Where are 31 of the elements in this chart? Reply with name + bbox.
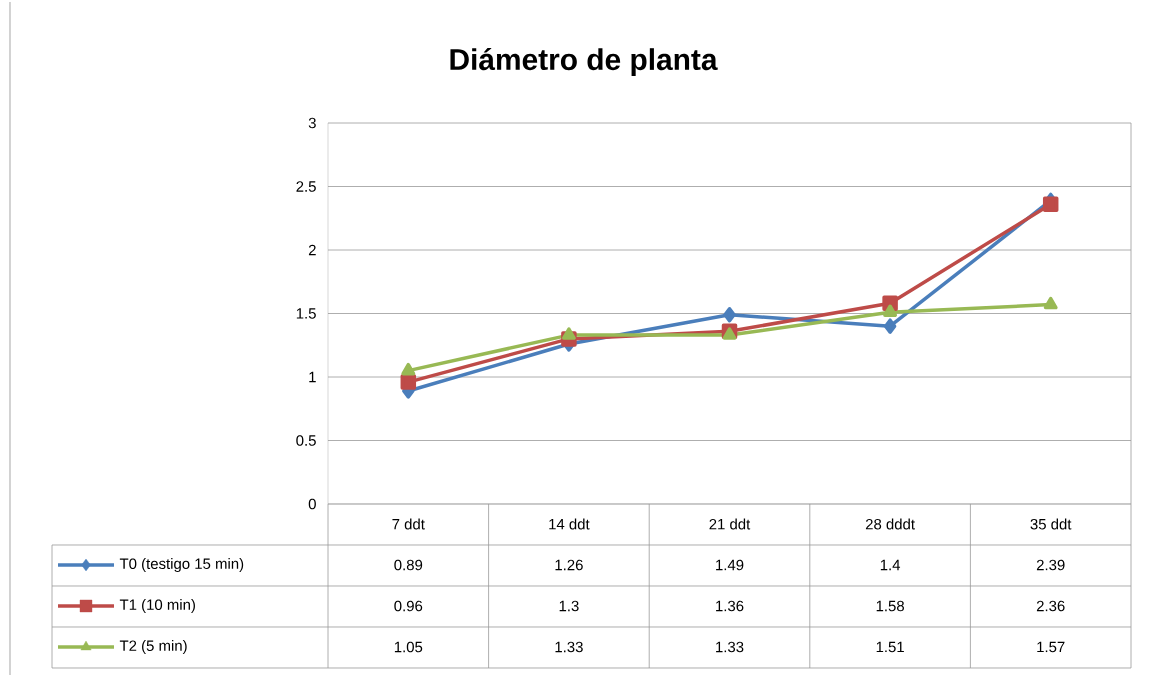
data-label: 0.89: [394, 559, 423, 571]
data-label: 1.51: [876, 641, 904, 653]
data-label: 1.33: [716, 641, 744, 653]
data-label: 1.4: [880, 559, 901, 571]
data-label: 0.96: [394, 600, 423, 612]
y-tick-label: 2: [308, 244, 316, 256]
x-tick-label: 35 ddt: [1030, 518, 1072, 530]
data-label: 1.58: [876, 600, 904, 612]
data-label: 2.39: [1036, 559, 1065, 571]
data-label: 1.49: [716, 559, 744, 571]
data-label: 2.36: [1036, 600, 1065, 612]
x-tick-label: 21 ddt: [709, 518, 751, 530]
data-label: 1.36: [716, 600, 744, 612]
data-label: 1.57: [1037, 641, 1065, 653]
y-tick-label: 0.5: [296, 435, 316, 446]
x-tick-label: 14 ddt: [549, 518, 590, 530]
x-tick-label: 28 dddt: [865, 518, 915, 530]
legend-label: T0 (testigo 15 min): [119, 558, 244, 572]
chart-title: Diámetro de planta: [450, 47, 718, 77]
x-tick-label: 7 ddt: [392, 518, 425, 530]
data-label: 1.33: [555, 641, 583, 653]
data-label: 1.26: [555, 559, 583, 571]
y-tick-label: 0: [308, 498, 316, 510]
data-label: 1.3: [559, 600, 579, 612]
legend-label: T2 (5 min): [119, 640, 187, 654]
y-tick-label: 2.5: [296, 181, 316, 192]
y-tick-label: 3: [308, 117, 316, 129]
y-tick-label: 1: [309, 371, 316, 383]
data-label: 1.05: [394, 641, 423, 653]
legend-label: T1 (10 min): [119, 599, 195, 613]
y-tick-label: 1.5: [296, 308, 316, 319]
